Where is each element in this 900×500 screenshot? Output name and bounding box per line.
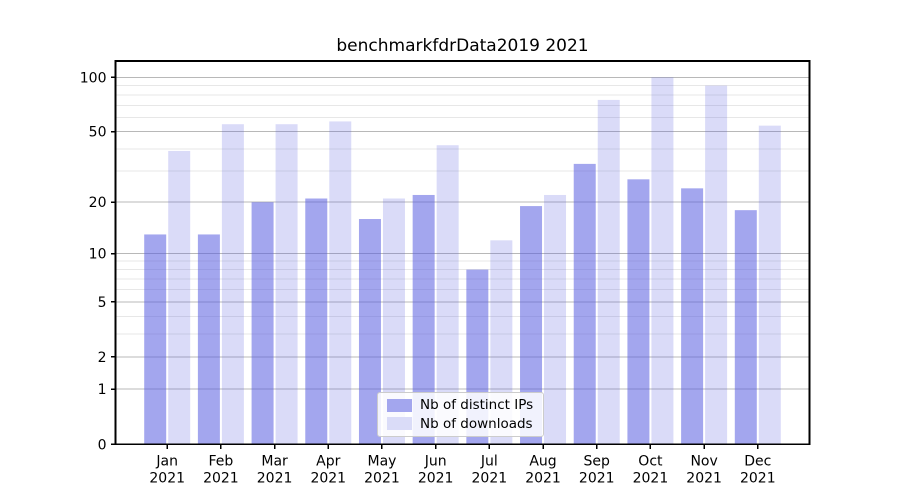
y-tick-label: 2 bbox=[98, 350, 107, 366]
bar bbox=[251, 202, 274, 445]
x-tick-label-year: 2021 bbox=[257, 470, 293, 486]
x-tick-label-month: Jul bbox=[480, 453, 498, 469]
bar bbox=[144, 234, 167, 445]
y-tick-label: 1 bbox=[98, 382, 107, 398]
x-tick-label-month: Jan bbox=[155, 453, 178, 469]
x-tick-label-month: Nov bbox=[690, 453, 717, 469]
bar bbox=[436, 145, 459, 445]
x-tick-label-month: Apr bbox=[316, 453, 340, 469]
legend-item-downloads: Nb of downloads bbox=[387, 416, 534, 432]
x-tick-label-month: Sep bbox=[584, 453, 611, 469]
bar bbox=[573, 163, 596, 445]
x-tick-label-month: Dec bbox=[744, 453, 771, 469]
x-tick-label-year: 2021 bbox=[364, 470, 400, 486]
x-tick-label-year: 2021 bbox=[525, 470, 561, 486]
bar bbox=[520, 206, 543, 445]
bar bbox=[681, 188, 704, 445]
bar bbox=[758, 125, 781, 445]
x-tick-label-month: Mar bbox=[261, 453, 288, 469]
legend-label-downloads: Nb of downloads bbox=[420, 415, 533, 432]
x-tick-label-year: 2021 bbox=[310, 470, 346, 486]
x-tick-label-year: 2021 bbox=[472, 470, 508, 486]
x-tick-label-month: Jun bbox=[424, 453, 447, 469]
y-tick-label: 5 bbox=[98, 295, 107, 311]
bar bbox=[305, 198, 328, 445]
x-tick-label-year: 2021 bbox=[579, 470, 615, 486]
x-tick-label-month: Oct bbox=[638, 453, 663, 469]
bar bbox=[627, 179, 650, 445]
bar bbox=[382, 198, 405, 445]
bar bbox=[705, 85, 728, 445]
bar bbox=[275, 124, 298, 445]
x-tick-label-year: 2021 bbox=[740, 470, 776, 486]
bar bbox=[221, 124, 244, 445]
x-tick-label-year: 2021 bbox=[686, 470, 722, 486]
y-tick-label: 0 bbox=[98, 437, 107, 453]
legend: Nb of distinct IPs Nb of downloads bbox=[377, 392, 544, 437]
y-tick-label: 50 bbox=[89, 125, 107, 141]
bar bbox=[197, 234, 220, 445]
x-tick-label-year: 2021 bbox=[633, 470, 669, 486]
y-tick-label: 100 bbox=[80, 70, 107, 86]
y-tick-label: 20 bbox=[89, 195, 107, 211]
bar bbox=[412, 194, 435, 445]
legend-label-distinct-ips: Nb of distinct IPs bbox=[420, 397, 534, 414]
bar bbox=[329, 121, 352, 445]
x-tick-label-month: Feb bbox=[208, 453, 233, 469]
x-tick-label-month: Aug bbox=[529, 453, 556, 469]
plot-border bbox=[114, 60, 811, 446]
x-tick-label-year: 2021 bbox=[203, 470, 239, 486]
bar bbox=[597, 99, 620, 445]
x-tick-label-month: May bbox=[367, 453, 396, 469]
legend-item-distinct-ips: Nb of distinct IPs bbox=[387, 397, 534, 413]
legend-swatch-downloads bbox=[387, 417, 412, 431]
y-tick-label: 10 bbox=[89, 247, 107, 263]
bar bbox=[358, 219, 381, 445]
legend-swatch-distinct-ips bbox=[387, 398, 412, 412]
bar bbox=[734, 210, 757, 445]
bar bbox=[651, 77, 674, 445]
bar bbox=[168, 150, 191, 445]
chart-title: benchmarkfdrData2019 2021 bbox=[336, 36, 589, 56]
bar bbox=[544, 194, 567, 445]
x-tick-label-year: 2021 bbox=[418, 470, 454, 486]
x-tick-label-year: 2021 bbox=[149, 470, 185, 486]
